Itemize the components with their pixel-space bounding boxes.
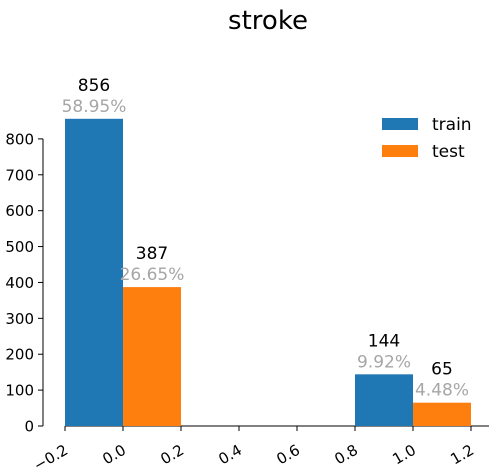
y-tick-label: 700	[5, 166, 34, 184]
y-axis: 0 100 200 300 400 500 600 700 800	[5, 130, 44, 436]
legend-swatch-train	[382, 118, 418, 130]
y-tick-label: 800	[5, 130, 34, 148]
x-tick-label: 1.2	[447, 441, 477, 469]
y-tick-label: 100	[5, 382, 34, 400]
y-tick-label: 200	[5, 346, 34, 364]
y-tick-label: 500	[5, 238, 34, 256]
x-tick-label: 0.6	[273, 441, 303, 469]
bar-train	[65, 118, 123, 427]
bars-group	[65, 118, 471, 427]
legend: train test	[382, 115, 472, 162]
chart-title: stroke	[228, 6, 308, 36]
x-tick-label: 1.0	[389, 441, 419, 469]
y-tick-label: 0	[24, 418, 34, 436]
legend-label-train: train	[432, 115, 472, 135]
bar-value-label: 65	[431, 360, 453, 380]
bar-train	[355, 374, 413, 426]
x-tick-label: −0.2	[30, 441, 71, 473]
x-tick-label: 0.8	[331, 441, 361, 469]
bar-percent-label: 26.65%	[120, 265, 185, 285]
y-tick-label: 600	[5, 202, 34, 220]
x-tick-label: 0.0	[99, 441, 129, 469]
x-tick-label: 0.2	[157, 441, 187, 469]
bar-value-label: 387	[136, 244, 168, 264]
y-tick-label: 300	[5, 310, 34, 328]
bar-test	[123, 287, 181, 426]
bar-percent-label: 58.95%	[62, 97, 127, 117]
bar-value-label: 856	[78, 76, 110, 96]
legend-label-test: test	[432, 142, 465, 162]
x-axis: −0.2 0.0 0.2 0.4 0.6 0.8 1.0 1.2	[30, 425, 489, 473]
bar-test	[413, 402, 471, 426]
bar-percent-label: 9.92%	[357, 352, 411, 372]
y-tick-label: 400	[5, 274, 34, 292]
x-tick-label: 0.4	[215, 441, 245, 469]
legend-swatch-test	[382, 145, 418, 157]
bar-value-label: 144	[368, 331, 400, 351]
bar-percent-label: 4.48%	[415, 381, 469, 401]
